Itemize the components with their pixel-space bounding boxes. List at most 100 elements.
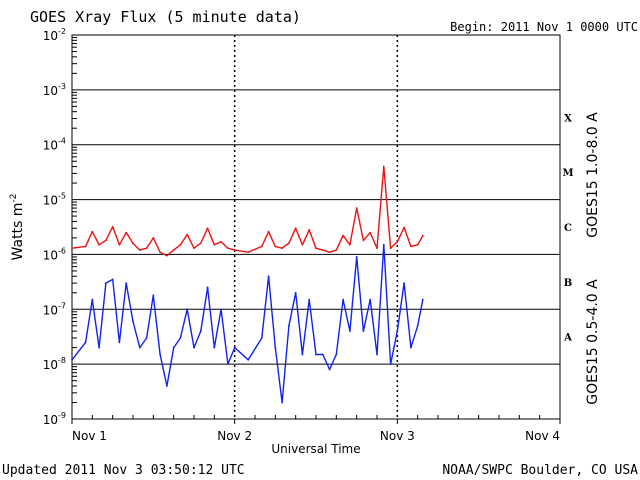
series-point-1 — [118, 341, 121, 344]
series-point-0 — [315, 247, 317, 250]
flare-class-label: M — [562, 168, 573, 179]
series-point-1 — [220, 308, 223, 311]
series-point-1 — [159, 353, 162, 356]
series-point-1 — [315, 353, 317, 356]
y-axis-label: Watts m-2 — [9, 194, 26, 261]
chart-title: GOES Xray Flux (5 minute data) — [30, 8, 301, 26]
series-point-1 — [396, 330, 399, 333]
series-point-0 — [111, 225, 114, 228]
flare-class-label: B — [564, 278, 572, 289]
series-point-1 — [132, 320, 134, 323]
series-point-1 — [267, 275, 270, 278]
y-tick-label: 10-9 — [43, 411, 66, 427]
series-point-0 — [287, 242, 290, 245]
series-point-1 — [186, 308, 189, 311]
series-point-1 — [308, 298, 311, 301]
series-point-0 — [348, 243, 351, 246]
flare-class-label: C — [564, 223, 572, 234]
y-tick-label: 10-6 — [43, 246, 66, 262]
series-point-0 — [342, 234, 345, 237]
series-point-0 — [260, 245, 263, 248]
series-point-1 — [416, 324, 419, 327]
series-point-1 — [206, 286, 209, 289]
x-tick-label: Nov 1 — [72, 429, 107, 443]
series-point-0 — [321, 249, 324, 251]
plot-frame — [71, 34, 561, 420]
series-point-1 — [71, 358, 73, 361]
series-point-0 — [172, 249, 175, 251]
series-point-1 — [342, 298, 345, 301]
series-point-1 — [274, 346, 277, 349]
series-point-1 — [281, 401, 284, 404]
series-point-1 — [125, 282, 128, 285]
series-point-0 — [193, 247, 195, 250]
series-point-1 — [260, 337, 263, 339]
series-point-1 — [247, 358, 250, 361]
legend-short-channel: GOES15 0.5-4.0 A — [585, 279, 601, 405]
series-point-0 — [213, 243, 216, 246]
series-point-0 — [91, 230, 94, 233]
series-point-1 — [355, 256, 358, 258]
y-tick-label: 10-7 — [43, 301, 66, 317]
series-point-0 — [335, 249, 338, 251]
series-point-0 — [389, 247, 392, 250]
series-point-0 — [206, 227, 209, 230]
series-point-1 — [98, 346, 101, 349]
series-point-0 — [362, 239, 365, 242]
flare-class-label: X — [564, 113, 572, 124]
series-point-0 — [409, 245, 412, 248]
series-point-1 — [409, 346, 412, 349]
series-point-1 — [179, 337, 182, 339]
y-tick-label: 10-2 — [43, 27, 66, 43]
series-point-0 — [308, 228, 311, 231]
series-point-0 — [226, 247, 229, 250]
series-point-1 — [165, 385, 168, 387]
series-point-0 — [403, 226, 406, 229]
series-point-0 — [328, 251, 331, 254]
series-point-0 — [104, 239, 107, 242]
series-point-0 — [220, 240, 223, 243]
x-tick-label: Nov 3 — [380, 429, 415, 443]
y-tick-label: 10-4 — [43, 137, 66, 153]
series-point-1 — [226, 363, 229, 366]
series-point-0 — [179, 243, 182, 246]
series-point-1 — [84, 341, 87, 344]
y-tick-label: 10-8 — [43, 356, 66, 372]
series-point-0 — [152, 237, 155, 239]
series-point-0 — [382, 165, 385, 168]
y-tick-label: 10-5 — [43, 192, 66, 208]
series-point-1 — [321, 353, 324, 356]
series-point-1 — [104, 282, 107, 285]
series-point-0 — [369, 231, 372, 234]
series-point-1 — [328, 368, 331, 371]
series-line-0 — [71, 165, 424, 257]
series-point-0 — [125, 231, 128, 234]
series-point-0 — [165, 254, 168, 257]
legend-long-channel: GOES15 1.0-8.0 A — [585, 112, 601, 238]
updated-label: Updated 2011 Nov 3 03:50:12 UTC — [2, 463, 245, 478]
series-point-1 — [376, 353, 378, 356]
series-point-0 — [145, 247, 148, 250]
credit-label: NOAA/SWPC Boulder, CO USA — [442, 463, 638, 478]
series-point-1 — [421, 298, 424, 301]
series-point-1 — [145, 337, 148, 339]
series-point-0 — [281, 247, 284, 250]
series-point-1 — [287, 324, 290, 327]
series-point-1 — [199, 330, 202, 333]
x-tick-label: Nov 4 — [525, 429, 560, 443]
series-point-1 — [91, 298, 94, 301]
series-point-0 — [199, 242, 202, 245]
series-point-0 — [186, 233, 189, 236]
series-point-0 — [118, 243, 121, 246]
series-point-0 — [71, 247, 73, 250]
series-point-0 — [376, 247, 378, 250]
x-tick-label: Nov 2 — [217, 429, 252, 443]
series-point-0 — [132, 242, 134, 245]
series-point-0 — [274, 245, 277, 248]
series-point-0 — [416, 243, 419, 246]
series-line-1 — [71, 244, 424, 404]
series-point-0 — [355, 207, 358, 209]
series-point-1 — [233, 346, 236, 349]
series-point-0 — [98, 243, 101, 246]
